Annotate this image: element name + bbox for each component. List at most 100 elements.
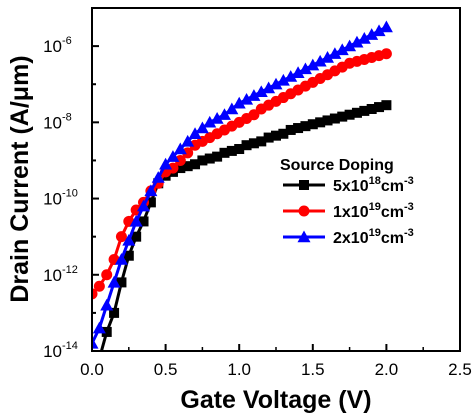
data-point [144,184,158,197]
data-point [129,214,143,227]
data-point [167,162,179,174]
data-point [159,157,173,170]
data-point [174,154,186,166]
data-point [115,231,127,243]
data-point [123,250,134,261]
data-point [328,47,342,59]
x-tick-label: 2.5 [448,360,472,379]
data-point [365,28,379,40]
data-point [344,109,355,120]
y-tick-label: 10 [43,190,62,209]
data-point [226,145,237,156]
data-point [232,96,246,109]
series-layer [92,20,393,351]
legend-item: 2x1019cm-3 [283,227,414,247]
x-tick-label: 1.5 [301,360,325,379]
x-tick-label: 2.0 [375,360,399,379]
legend-swatch-marker [299,180,309,190]
data-point [329,113,340,124]
data-point [357,31,371,44]
data-point [291,66,305,78]
data-point [372,24,386,37]
legend-item: 5x1018cm-3 [283,175,414,195]
data-point [271,130,281,141]
data-point [351,107,362,118]
data-point [107,275,121,288]
legend-swatch-marker [297,230,311,243]
data-point [337,111,348,122]
data-point [307,119,318,130]
data-point [122,233,136,246]
data-point [101,326,112,337]
y-tick-label: 10 [43,342,62,361]
data-point [256,136,267,147]
data-point [381,100,392,111]
legend-item: 1x1019cm-3 [283,201,414,221]
data-point [278,128,289,139]
data-point [284,70,298,82]
data-point [350,35,364,48]
legend-title: Source Doping [280,157,394,174]
data-point [293,123,304,134]
data-point [182,147,194,159]
data-point [343,39,357,52]
data-point [285,124,296,135]
series-3 [92,20,393,349]
data-point [269,77,283,90]
data-point [262,81,276,94]
data-point [93,280,105,292]
data-point [138,216,149,227]
x-tick-label: 1.0 [227,360,251,379]
data-point [109,307,120,318]
data-point [322,115,333,126]
y-tick-exponent: -14 [62,340,78,352]
data-point [131,231,142,242]
data-point [225,102,239,115]
data-point [114,253,128,265]
data-point [313,54,327,67]
data-point [197,155,208,166]
y-tick-exponent: -8 [62,111,72,123]
data-point [379,20,393,33]
data-point [298,62,312,75]
y-tick-exponent: -12 [62,264,78,276]
data-point [195,121,209,134]
data-point [359,105,370,116]
data-point [204,153,215,164]
data-point [321,51,335,63]
data-point [335,43,349,56]
data-point [137,199,151,212]
data-point [116,277,127,288]
data-point [188,127,202,139]
legend-swatch-marker [298,205,310,217]
legend-label: 1x1019cm-3 [333,201,414,221]
data-point [217,108,231,120]
y-tick-label: 10 [43,113,62,132]
data-point [380,48,392,60]
data-point [263,132,274,143]
data-point [100,298,114,311]
y-tick-label: 10 [43,266,62,285]
data-point [234,144,245,155]
y-tick-exponent: -10 [62,188,78,200]
data-point [374,102,385,113]
data-point [166,150,180,162]
data-point [92,288,98,300]
data-point [92,336,99,349]
y-tick-exponent: -6 [62,35,72,47]
data-point [219,147,230,158]
y-tick-label: 10 [43,37,62,56]
data-point [190,159,201,170]
y-axis-label: Drain Current (A/μm) [6,55,34,302]
x-axis-label: Gate Voltage (V) [180,386,371,414]
data-point [247,89,261,101]
data-point [101,269,113,281]
data-point [306,58,320,71]
data-point [181,134,195,147]
data-point [182,161,193,172]
data-point [203,115,217,128]
data-point [254,85,268,98]
